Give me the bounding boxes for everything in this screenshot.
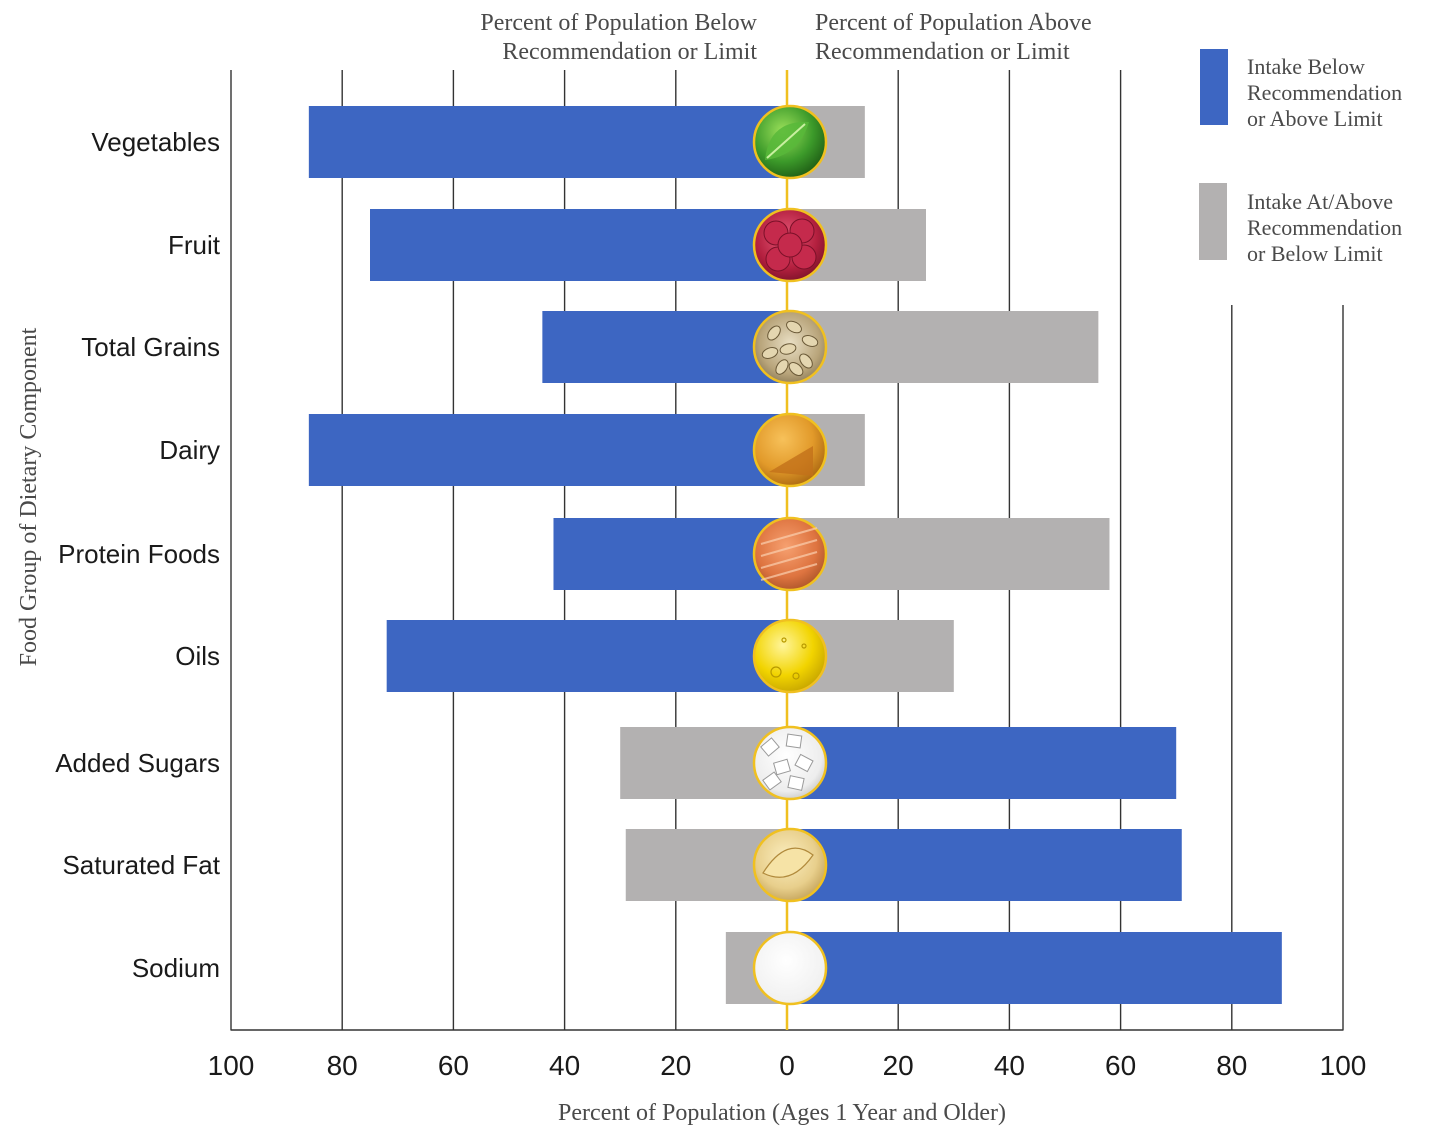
legend-gray-line-3: or Below Limit <box>1247 241 1383 266</box>
bar-below-vegetables <box>308 106 787 178</box>
category-label-total-grains: Total Grains <box>81 332 220 362</box>
category-label-sodium: Sodium <box>132 953 220 983</box>
bar-below-dairy <box>308 414 787 486</box>
legend-gray-line-2: Recommendation <box>1247 215 1402 240</box>
category-label-added-sugars: Added Sugars <box>55 748 220 778</box>
x-axis-title: Percent of Population (Ages 1 Year and O… <box>558 1100 1006 1126</box>
x-tick-label: 80 <box>327 1050 358 1081</box>
heading-left: Percent of Population Below Recommendati… <box>480 10 757 65</box>
category-label-saturated-fat: Saturated Fat <box>62 850 220 880</box>
salmon-icon <box>752 516 828 592</box>
x-tick-label: 60 <box>438 1050 469 1081</box>
grains-icon <box>752 309 828 385</box>
bar-below-oils <box>386 620 787 692</box>
legend-blue-line-2: Recommendation <box>1247 80 1402 105</box>
cheese-icon <box>752 412 828 488</box>
x-tick-label: 60 <box>1105 1050 1136 1081</box>
legend-blue-line-3: or Above Limit <box>1247 106 1383 131</box>
y-axis-title: Food Group of Dietary Component <box>16 327 42 666</box>
x-tick-labels: 100 80 60 40 20 0 20 40 60 80 100 <box>208 1050 1367 1081</box>
spinach-icon <box>752 104 828 180</box>
x-tick-label: 20 <box>883 1050 914 1081</box>
category-labels: Vegetables Fruit Total Grains Dairy Protein … <box>55 127 221 983</box>
legend-swatch-blue <box>1200 49 1228 125</box>
raspberry-icon <box>752 207 828 283</box>
category-label-protein-foods: Protein Foods <box>58 539 220 569</box>
heading-left-line-1: Percent of Population Below <box>480 10 757 36</box>
category-label-dairy: Dairy <box>159 435 220 465</box>
bar-above-total-grains <box>787 311 1099 383</box>
x-tick-label: 20 <box>660 1050 691 1081</box>
butter-icon <box>752 827 828 903</box>
legend: Intake Below Recommendation or Above Lim… <box>1199 49 1402 266</box>
sugar-cubes-icon <box>752 725 828 801</box>
category-label-oils: Oils <box>175 641 220 671</box>
x-tick-label: 40 <box>549 1050 580 1081</box>
x-tick-label: 40 <box>994 1050 1025 1081</box>
category-label-vegetables: Vegetables <box>91 127 220 157</box>
x-tick-label: 100 <box>1320 1050 1367 1081</box>
legend-blue-line-1: Intake Below <box>1247 54 1365 79</box>
bar-above-saturated-fat <box>787 829 1182 901</box>
bar-below-protein-foods <box>553 518 787 590</box>
heading-right-line-1: Percent of Population Above <box>815 10 1092 36</box>
oil-icon <box>752 618 828 694</box>
bars <box>308 106 1282 1004</box>
bar-above-protein-foods <box>787 518 1110 590</box>
bar-above-added-sugars <box>787 727 1177 799</box>
heading-right: Percent of Population Above Recommendati… <box>815 10 1092 65</box>
bar-below-fruit <box>370 209 787 281</box>
x-tick-label: 0 <box>779 1050 795 1081</box>
bar-above-sodium <box>787 932 1282 1004</box>
heading-left-line-2: Recommendation or Limit <box>502 39 757 65</box>
category-label-fruit: Fruit <box>168 230 221 260</box>
heading-right-line-2: Recommendation or Limit <box>815 39 1070 65</box>
center-icons <box>752 104 828 1006</box>
x-tick-label: 80 <box>1216 1050 1247 1081</box>
legend-swatch-gray <box>1199 183 1227 260</box>
legend-gray-line-1: Intake At/Above <box>1247 189 1393 214</box>
bar-below-total-grains <box>542 311 787 383</box>
x-tick-label: 100 <box>208 1050 255 1081</box>
salt-icon <box>752 930 828 1006</box>
